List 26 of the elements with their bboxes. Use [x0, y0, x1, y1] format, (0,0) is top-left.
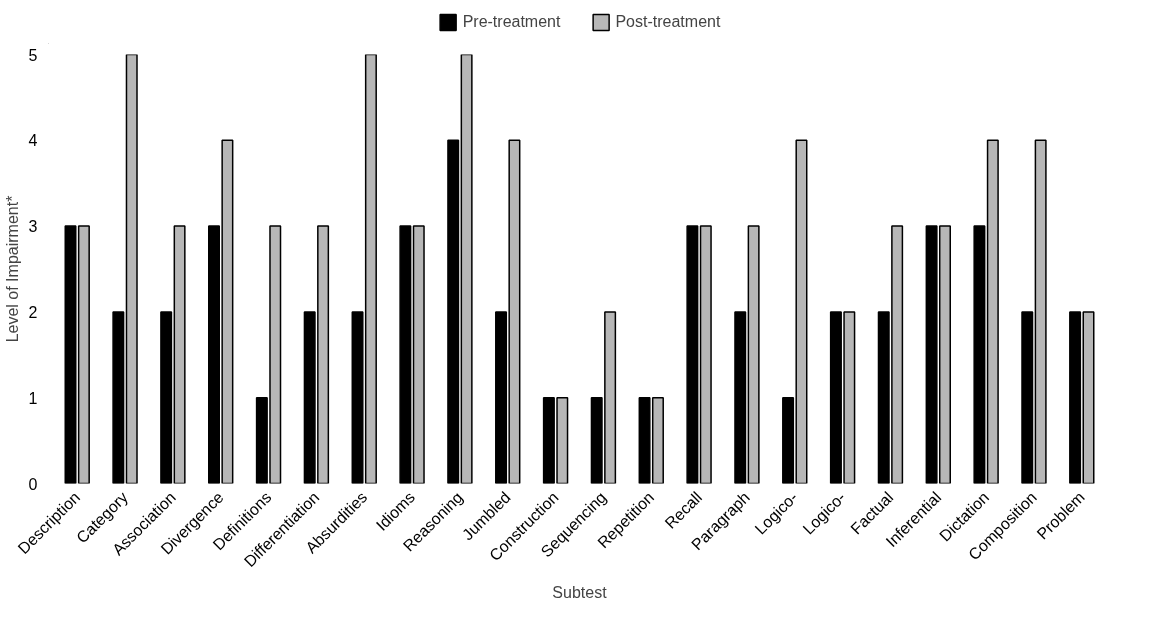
bar — [747, 225, 760, 484]
bar — [986, 139, 999, 484]
legend-label: Post-treatment — [615, 13, 721, 31]
y-tick-label: 3 — [28, 218, 38, 236]
y-tick-label: 2 — [28, 303, 38, 321]
bar — [699, 225, 712, 484]
bar — [160, 311, 173, 484]
bar — [125, 54, 138, 484]
x-axis-title: Subtest — [552, 584, 608, 602]
bar — [734, 311, 747, 484]
bar — [973, 225, 986, 484]
bar — [1021, 311, 1034, 484]
bar — [447, 139, 460, 484]
y-tick-label: 5 — [28, 46, 38, 64]
bar — [460, 54, 473, 484]
bar — [686, 225, 699, 484]
y-tick-label: 1 — [28, 389, 38, 407]
bar — [112, 311, 125, 484]
legend-label: Pre-treatment — [462, 13, 561, 31]
y-tick-label: 4 — [28, 132, 38, 150]
bar — [412, 225, 425, 484]
y-axis-title: Level of Impairment* — [3, 195, 21, 343]
bar — [1034, 139, 1047, 484]
bar — [399, 225, 412, 484]
bar — [173, 225, 186, 484]
y-tick-label: 0 — [28, 475, 38, 493]
